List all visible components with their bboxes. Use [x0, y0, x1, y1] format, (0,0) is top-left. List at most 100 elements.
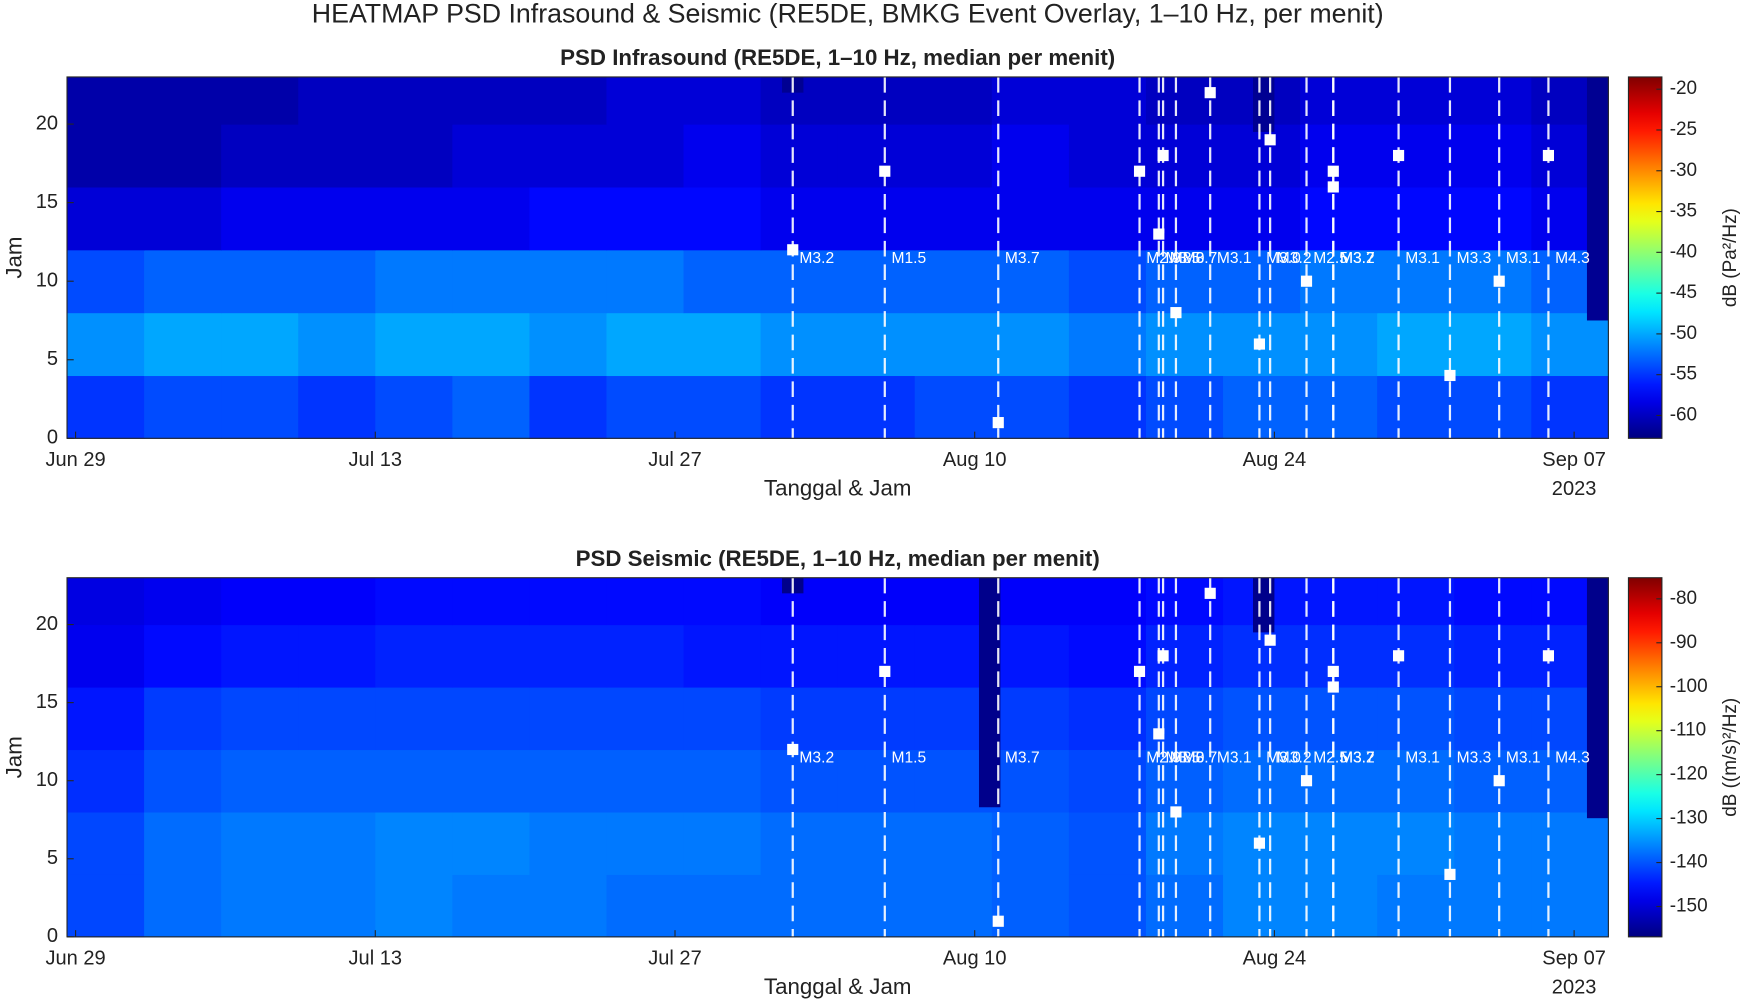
event-label: M4.3 — [1555, 250, 1590, 267]
heatmap-cell — [606, 375, 685, 439]
heatmap-cell — [67, 76, 145, 125]
event-marker — [1153, 728, 1165, 740]
heatmap-cell — [683, 312, 762, 377]
heatmap-cell — [606, 249, 685, 314]
data-gap-block — [1586, 76, 1609, 321]
colorbar — [1627, 76, 1663, 439]
heatmap-cell — [991, 811, 1070, 875]
heatmap-cell — [529, 76, 608, 125]
heatmap-cell — [298, 749, 376, 813]
heatmap-cell — [837, 624, 916, 688]
chart-title: PSD Seismic (RE5DE, 1–10 Hz, median per … — [576, 546, 1100, 571]
plot-frame — [66, 577, 1609, 938]
colorbar-tick-label: -150 — [1670, 896, 1708, 917]
heatmap-cell — [144, 687, 222, 751]
event-label: M3.7 — [1005, 750, 1040, 767]
heatmap-cell — [221, 749, 299, 813]
heatmap-cell — [1531, 375, 1609, 439]
heatmap-cell — [1223, 249, 1301, 314]
heatmap-cell — [1145, 312, 1224, 377]
heatmap-cell — [221, 811, 299, 875]
heatmap-cell — [529, 624, 608, 688]
heatmap-cell — [606, 811, 685, 875]
x-tick-label: Sep 07 — [1542, 947, 1606, 969]
event-marker — [1444, 868, 1456, 880]
heatmap-cell — [837, 749, 916, 813]
heatmap-cell — [683, 249, 762, 314]
colorbar-tick-label: -20 — [1670, 78, 1697, 99]
heatmap-cell — [298, 874, 376, 938]
y-tick-label: 20 — [36, 112, 58, 134]
heatmap-cell — [1377, 312, 1455, 377]
heatmap-cell — [67, 249, 145, 314]
heatmap-cell — [837, 811, 916, 875]
heatmap-cell — [452, 249, 530, 314]
heatmap-cell — [221, 124, 299, 188]
heatmap-cell — [914, 874, 993, 938]
heatmap-cell — [298, 375, 376, 439]
heatmap-cell — [1531, 312, 1609, 377]
x-tick-label: Jul 27 — [648, 449, 702, 471]
heatmap-cell — [991, 186, 1070, 251]
heatmap-cell — [606, 749, 685, 813]
heatmap-cell — [760, 811, 839, 875]
event-label: M1.5 — [891, 250, 926, 267]
heatmap-cell — [1145, 577, 1224, 626]
heatmap-cell — [1068, 811, 1147, 875]
event-label: M3.2 — [1340, 750, 1375, 767]
event-marker — [1204, 87, 1216, 99]
heatmap-cell — [991, 874, 1070, 938]
heatmap-cell — [914, 76, 993, 125]
heatmap-cell — [991, 76, 1070, 125]
heatmap-cell — [760, 375, 839, 439]
heatmap-cell — [221, 375, 299, 439]
heatmap-cell — [144, 811, 222, 875]
x-tick-label: Aug 24 — [1243, 449, 1307, 471]
heatmap-cell — [1068, 186, 1147, 251]
heatmap-cell — [760, 749, 839, 813]
colorbar-tick-label: -30 — [1670, 160, 1697, 181]
event-label: M2.9 — [1146, 250, 1181, 267]
event-marker — [879, 665, 891, 677]
event-label: M3.0 — [1170, 750, 1205, 767]
heatmap-cell — [144, 874, 222, 938]
heatmap-cell — [683, 811, 762, 875]
colorbar-tick-label: -55 — [1670, 364, 1697, 385]
heatmap-cell — [1454, 124, 1532, 188]
event-marker — [1253, 837, 1266, 849]
plot-frame — [66, 76, 1609, 439]
heatmap-cell — [1377, 624, 1455, 688]
heatmap-cell — [683, 577, 762, 626]
heatmap-cell — [221, 874, 299, 938]
event-marker — [1542, 149, 1555, 162]
event-label: M2.5 — [1313, 750, 1348, 767]
event-marker — [1157, 650, 1169, 662]
colorbar-tick-label: -120 — [1670, 764, 1708, 785]
heatmap-cell — [1223, 874, 1301, 938]
heatmap-cell — [1531, 874, 1609, 938]
event-label: M2.9 — [1146, 750, 1181, 767]
event-marker — [1327, 665, 1339, 677]
event-label: M3.0 — [1266, 250, 1301, 267]
heatmap-cell — [683, 874, 762, 938]
event-label: M3.3 — [1457, 750, 1492, 767]
heatmap-cell — [1377, 124, 1455, 188]
y-tick-label: 0 — [47, 427, 58, 449]
heatmap-cell — [1377, 76, 1455, 125]
event-label: M3.2 — [1277, 250, 1312, 267]
heatmap-cell — [375, 687, 453, 751]
heatmap-cell — [1223, 375, 1301, 439]
heatmap-cell — [1454, 76, 1532, 125]
heatmap-cell — [1068, 312, 1147, 377]
heatmap-cell — [606, 687, 685, 751]
heatmap-cell — [67, 874, 145, 938]
event-label: M1.5 — [891, 750, 926, 767]
heatmap-cell — [298, 186, 376, 251]
heatmap-cell — [914, 811, 993, 875]
heatmap-cell — [1454, 874, 1532, 938]
heatmap-cell — [760, 874, 839, 938]
y-tick-label: 5 — [47, 348, 58, 370]
x-tick-label: Jun 29 — [45, 947, 105, 969]
colorbar-tick-label: -40 — [1670, 241, 1697, 262]
